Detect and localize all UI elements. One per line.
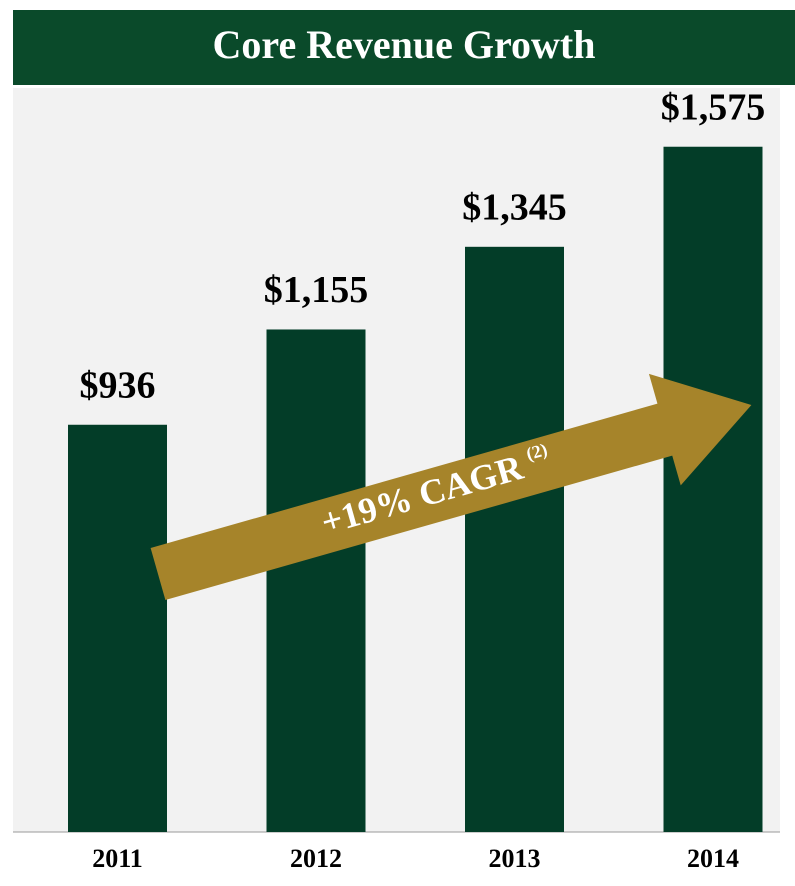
chart-title: Core Revenue Growth xyxy=(213,22,596,67)
x-tick-label: 2012 xyxy=(290,844,342,873)
x-tick-label: 2014 xyxy=(687,844,739,873)
value-label: $1,155 xyxy=(264,269,369,311)
value-label: $936 xyxy=(80,364,156,406)
bar xyxy=(465,246,564,833)
x-tick-label: 2013 xyxy=(489,844,541,873)
bar xyxy=(266,329,366,832)
x-tick-label: 2011 xyxy=(92,844,143,873)
title-bar xyxy=(13,10,795,85)
arrow-shape xyxy=(150,373,752,600)
bar xyxy=(663,146,763,833)
value-label: $1,575 xyxy=(661,86,766,128)
bar xyxy=(68,424,167,832)
value-label: $1,345 xyxy=(462,187,567,229)
cagr-arrow: +19% CAGR(2) xyxy=(150,373,752,600)
